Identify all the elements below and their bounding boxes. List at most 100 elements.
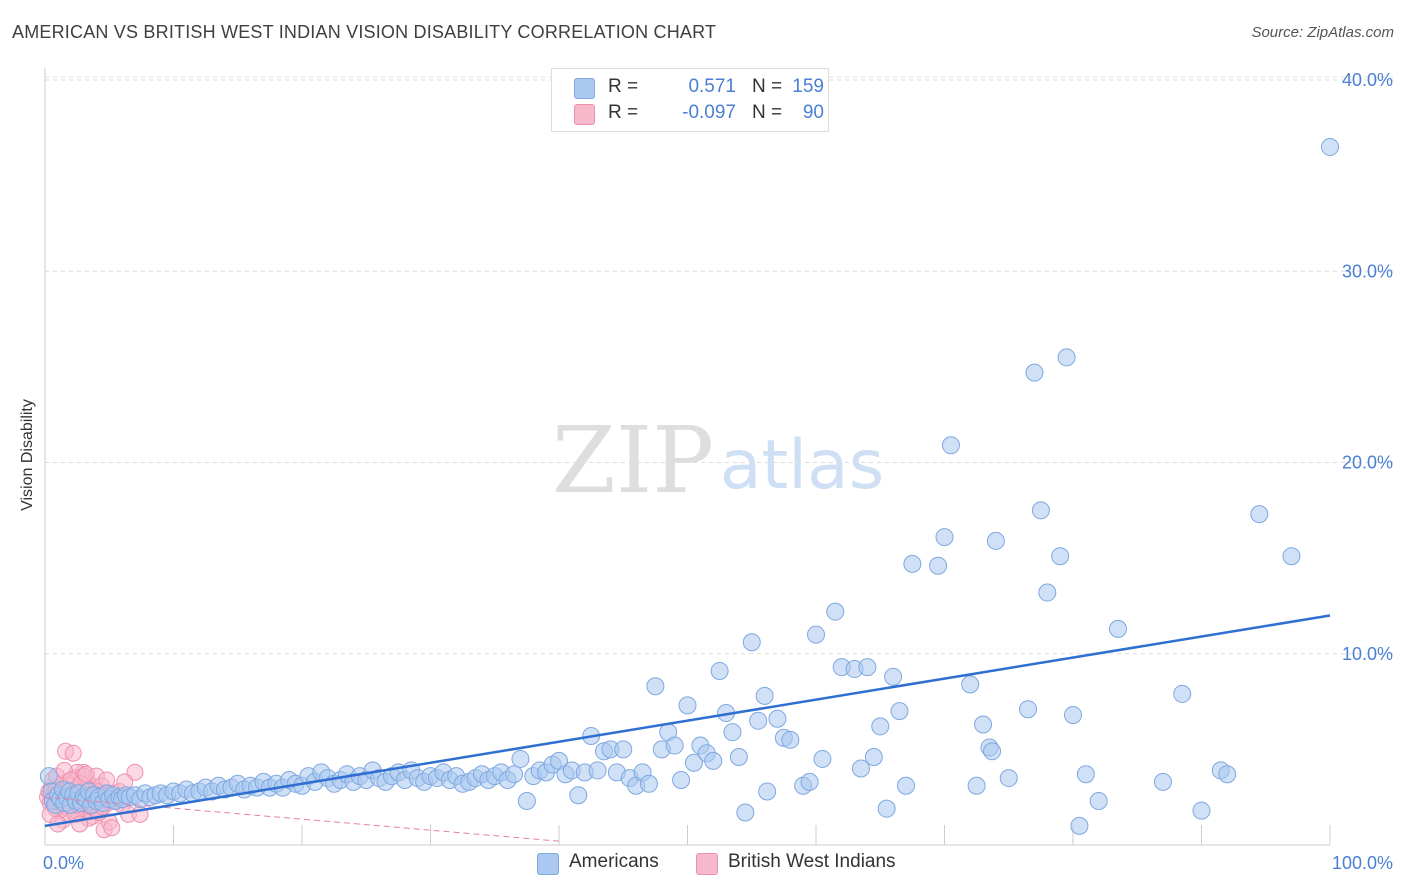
data-point-americans <box>1089 792 1108 811</box>
y-tick-label: 30.0% <box>1342 261 1393 281</box>
data-point-americans <box>749 711 768 730</box>
bottom-legend-americans-label: Americans <box>569 851 659 872</box>
data-point-americans <box>1108 619 1127 638</box>
data-point-americans <box>935 528 954 547</box>
data-point-americans <box>983 742 1002 761</box>
legend-n-label: N = <box>752 102 783 123</box>
y-tick-label: 10.0% <box>1342 644 1393 664</box>
legend-n-value: 159 <box>792 76 824 97</box>
data-point-americans <box>672 770 691 789</box>
data-point-bwi <box>103 819 121 837</box>
data-point-americans <box>639 774 658 793</box>
data-point-americans <box>758 782 777 801</box>
data-point-americans <box>877 799 896 818</box>
data-point-americans <box>1076 765 1095 784</box>
data-point-americans <box>1038 583 1057 602</box>
data-point-americans <box>974 715 993 734</box>
watermark: ZIP atlas <box>552 407 884 514</box>
data-point-americans <box>884 667 903 686</box>
data-point-americans <box>890 702 909 721</box>
data-point-americans <box>569 786 588 805</box>
data-point-americans <box>807 625 825 644</box>
british-west-indians-swatch <box>574 104 595 125</box>
chart-title: AMERICAN VS BRITISH WEST INDIAN VISION D… <box>12 22 717 42</box>
data-point-americans <box>986 531 1005 550</box>
data-point-americans <box>1019 700 1038 719</box>
watermark-atlas: atlas <box>720 426 884 505</box>
data-point-americans <box>858 658 877 677</box>
bottom-legend-bwi-label: British West Indians <box>728 851 896 872</box>
data-point-americans <box>999 769 1018 788</box>
data-point-americans <box>39 767 58 786</box>
data-point-americans <box>896 776 915 795</box>
data-point-americans <box>903 554 922 573</box>
data-point-americans <box>967 776 986 795</box>
data-point-americans <box>736 803 755 822</box>
data-point-americans <box>755 686 774 705</box>
legend-n-value: 90 <box>802 102 824 123</box>
data-point-americans <box>723 723 742 742</box>
data-point-americans <box>1321 137 1339 156</box>
data-point-americans <box>1282 547 1301 566</box>
data-point-americans <box>1070 816 1089 835</box>
data-point-americans <box>1031 501 1050 520</box>
americans-swatch <box>537 853 559 875</box>
legend-n-label: N = <box>752 76 783 97</box>
trend-lines <box>44 614 1331 842</box>
legend-r-value: 0.571 <box>688 76 736 97</box>
y-tick-label: 40.0% <box>1342 70 1393 90</box>
british-west-indians-swatch <box>696 853 718 875</box>
data-point-americans <box>1173 684 1192 703</box>
legend-r-label: R = <box>608 102 639 123</box>
data-point-americans <box>1057 348 1076 367</box>
source-label: Source: ZipAtlas.com <box>1251 24 1394 41</box>
data-point-americans <box>813 749 832 768</box>
data-point-americans <box>505 765 524 784</box>
x-tick-label: 100.0% <box>1332 853 1393 873</box>
data-point-americans <box>781 730 800 749</box>
data-point-americans <box>1250 505 1269 524</box>
legend-r-value: -0.097 <box>682 102 736 123</box>
data-point-americans <box>742 633 761 652</box>
data-point-americans <box>588 761 607 780</box>
grid-lines <box>45 76 1395 655</box>
data-point-americans <box>1192 801 1211 820</box>
tick-labels: 10.0% 20.0% 30.0% 40.0% 0.0% 100.0% <box>43 70 1393 873</box>
data-point-americans <box>929 556 948 575</box>
trend-line-bwi <box>44 796 560 842</box>
data-point-americans <box>1051 547 1070 566</box>
data-point-americans <box>684 753 703 772</box>
legend: R = 0.571 N = 159 R = -0.097 N = 90 <box>551 68 829 132</box>
data-point-americans <box>851 759 870 778</box>
watermark-zip: ZIP <box>552 407 714 514</box>
data-point-americans <box>768 709 787 728</box>
data-point-americans <box>864 748 883 767</box>
data-point-americans <box>614 740 633 759</box>
data-point-americans <box>871 717 890 736</box>
americans-swatch <box>574 78 595 99</box>
data-point-americans <box>1064 705 1082 724</box>
data-point-americans <box>1218 765 1237 784</box>
data-point-americans <box>941 436 960 455</box>
x-tick-label: 0.0% <box>43 853 84 873</box>
data-point-americans <box>646 677 665 696</box>
data-point-americans <box>710 661 729 680</box>
legend-r-label: R = <box>608 76 639 97</box>
data-point-americans <box>1025 363 1044 382</box>
data-point-americans <box>1153 772 1172 791</box>
data-point-americans <box>704 751 723 770</box>
data-point-americans <box>961 675 980 694</box>
data-point-americans <box>511 749 530 768</box>
data-point-americans <box>517 792 536 811</box>
data-point-americans <box>826 602 845 621</box>
data-point-americans <box>729 748 748 767</box>
trend-line-americans <box>44 614 1331 828</box>
data-point-bwi <box>77 765 95 783</box>
data-point-americans <box>800 772 819 791</box>
data-point-americans <box>665 736 684 755</box>
axes <box>44 68 1331 846</box>
data-point-bwi <box>64 744 82 762</box>
data-point-americans <box>678 696 697 715</box>
y-tick-label: 20.0% <box>1342 453 1393 473</box>
